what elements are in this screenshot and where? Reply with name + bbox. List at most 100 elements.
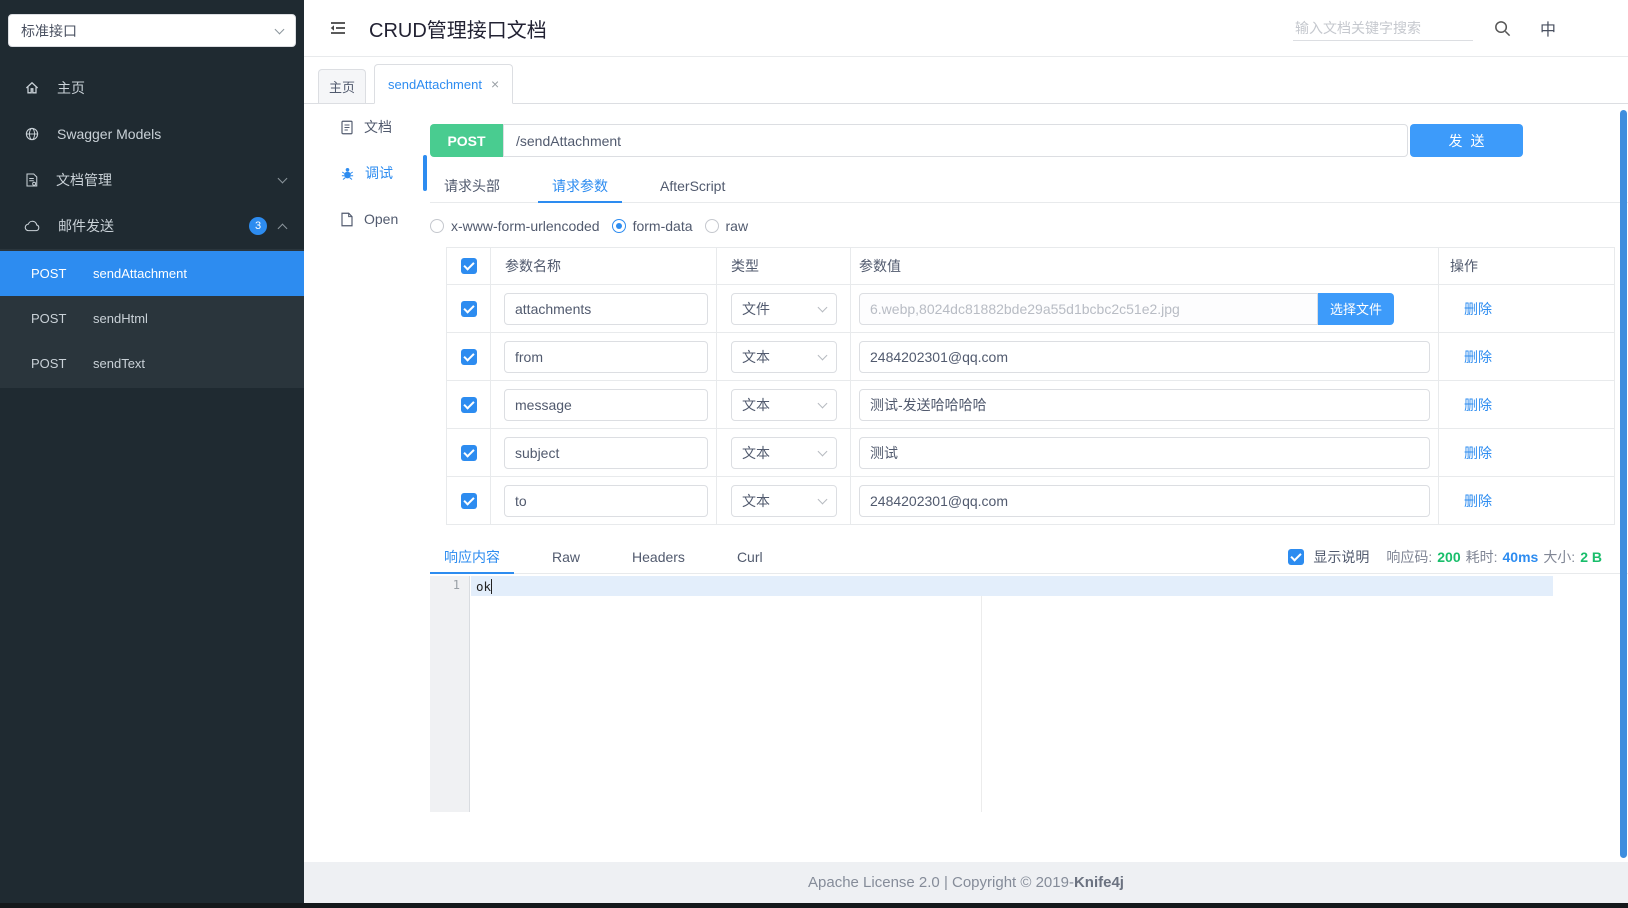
table-row: 文本 删除 (447, 333, 1614, 381)
table-row: 文本 删除 (447, 429, 1614, 477)
tab-sendattachment[interactable]: sendAttachment × (374, 64, 514, 104)
param-value-input[interactable] (859, 340, 1430, 373)
search-icon[interactable] (1493, 19, 1512, 38)
param-value-input[interactable] (859, 388, 1430, 421)
vertical-scrollbar[interactable] (1620, 110, 1627, 858)
endpoint-sendattachment[interactable]: POST sendAttachment (0, 251, 304, 296)
time-label: 耗时: (1465, 549, 1498, 565)
show-description-label: 显示说明 (1313, 549, 1370, 565)
time-value: 40ms (1502, 549, 1539, 565)
param-name-input[interactable] (504, 436, 708, 469)
docnav-item-open[interactable]: Open (304, 196, 430, 242)
endpoint-name: sendText (93, 356, 146, 371)
page-title: CRUD管理接口文档 (369, 19, 547, 42)
row-checkbox[interactable] (460, 492, 477, 509)
type-select-value: 文本 (742, 348, 770, 365)
tab-curl[interactable]: Curl (723, 541, 777, 573)
delete-link[interactable]: 删除 (1464, 300, 1492, 317)
project-select[interactable]: 标准接口 (8, 14, 296, 47)
param-type-select[interactable]: 文本 (731, 484, 837, 517)
tab-response-content[interactable]: 响应内容 (430, 541, 514, 574)
footer: Apache License 2.0 | Copyright © 2019- K… (304, 862, 1628, 903)
tab-headers[interactable]: Headers (618, 541, 699, 573)
row-checkbox[interactable] (460, 396, 477, 413)
row-checkbox[interactable] (460, 444, 477, 461)
open-tabs-bar: 主页 sendAttachment × (304, 57, 1628, 104)
params-table: 参数名称 类型 参数值 操作 文件 (446, 247, 1615, 525)
tab-label: Curl (736, 549, 763, 565)
menu-fold-icon[interactable] (327, 17, 349, 39)
endpoint-name: sendAttachment (93, 266, 187, 281)
select-all-checkbox[interactable] (460, 258, 477, 274)
choose-file-button[interactable]: 选择文件 (1318, 292, 1394, 325)
docnav-item-debug[interactable]: 调试 (304, 150, 430, 196)
tab-request-params[interactable]: 请求参数 (538, 169, 622, 203)
home-icon (25, 81, 39, 94)
sidebar-item-label: 邮件发送 (58, 218, 114, 234)
param-value-input[interactable] (859, 484, 1430, 517)
sidebar-item-mail-send[interactable]: 邮件发送 3 (0, 203, 304, 249)
table-row: 文本 删除 (447, 381, 1614, 429)
chevron-down-icon (274, 24, 285, 34)
sidebar-nav: 主页 Swagger Models 文档管理 (0, 65, 304, 388)
tab-request-headers[interactable]: 请求头部 (430, 169, 514, 202)
doc-search (1292, 15, 1473, 41)
editor-active-line: ok (471, 576, 1553, 596)
sidebar-item-label: 文档管理 (56, 172, 112, 188)
radio-raw[interactable]: raw (704, 218, 748, 234)
radio-icon (704, 219, 719, 233)
sidebar-item-home[interactable]: 主页 (0, 65, 304, 111)
row-checkbox[interactable] (460, 300, 477, 317)
response-editor[interactable]: 1 ok (430, 576, 1553, 812)
close-icon[interactable]: × (490, 76, 500, 92)
docnav-item-doc[interactable]: 文档 (304, 104, 430, 150)
delete-link[interactable]: 删除 (1464, 396, 1492, 413)
response-stats: 显示说明 响应码: 200 耗时: 40ms 大小: 2 B (1288, 541, 1602, 573)
document-icon (341, 120, 353, 134)
tab-label: 主页 (329, 80, 356, 95)
tab-afterscript[interactable]: AfterScript (646, 169, 739, 202)
url-input[interactable] (503, 124, 1408, 157)
file-value-input[interactable] (859, 292, 1318, 325)
cloud-icon (24, 220, 40, 232)
tab-home[interactable]: 主页 (318, 69, 367, 103)
tab-label: sendAttachment (388, 76, 482, 92)
debug-panel: POST 发送 请求头部 请求参数 AfterScript (430, 104, 1628, 812)
radio-form-data[interactable]: form-data (611, 218, 693, 234)
endpoint-sendtext[interactable]: POST sendText (0, 341, 304, 386)
search-input[interactable] (1292, 15, 1473, 40)
print-margin-line (981, 576, 982, 812)
param-type-select[interactable]: 文本 (731, 436, 837, 469)
param-name-input[interactable] (504, 292, 708, 325)
docnav-label: Open (364, 211, 399, 227)
sidebar-item-doc-manage[interactable]: 文档管理 (0, 157, 304, 203)
sidebar-item-swagger-models[interactable]: Swagger Models (0, 111, 304, 157)
tab-raw[interactable]: Raw (538, 541, 594, 573)
line-number: 1 (452, 578, 460, 592)
param-value-input[interactable] (859, 436, 1430, 469)
endpoint-sendhtml[interactable]: POST sendHtml (0, 296, 304, 341)
param-name-input[interactable] (504, 340, 708, 373)
delete-link[interactable]: 删除 (1464, 444, 1492, 461)
tab-label: Raw (552, 549, 581, 565)
param-name-input[interactable] (504, 484, 708, 517)
param-type-select[interactable]: 文本 (731, 388, 837, 421)
main-area: CRUD管理接口文档 中 主页 sendAttachment × (304, 0, 1628, 903)
col-header-type: 类型 (717, 248, 851, 284)
param-type-select[interactable]: 文件 (731, 292, 837, 325)
row-checkbox[interactable] (460, 348, 477, 365)
count-badge: 3 (249, 217, 267, 235)
os-taskbar-strip (0, 903, 1628, 908)
radio-x-www-form-urlencoded[interactable]: x-www-form-urlencoded (430, 218, 600, 234)
delete-link[interactable]: 删除 (1464, 348, 1492, 365)
top-header: CRUD管理接口文档 中 (304, 0, 1628, 57)
param-name-input[interactable] (504, 388, 708, 421)
method-tag: POST (430, 124, 503, 157)
tab-label: 请求参数 (552, 177, 608, 194)
tab-label: 响应内容 (444, 549, 500, 565)
send-button[interactable]: 发送 (1410, 124, 1523, 157)
param-type-select[interactable]: 文本 (731, 340, 837, 373)
delete-link[interactable]: 删除 (1464, 492, 1492, 509)
show-description-checkbox[interactable] (1288, 549, 1305, 565)
language-toggle[interactable]: 中 (1539, 22, 1556, 39)
